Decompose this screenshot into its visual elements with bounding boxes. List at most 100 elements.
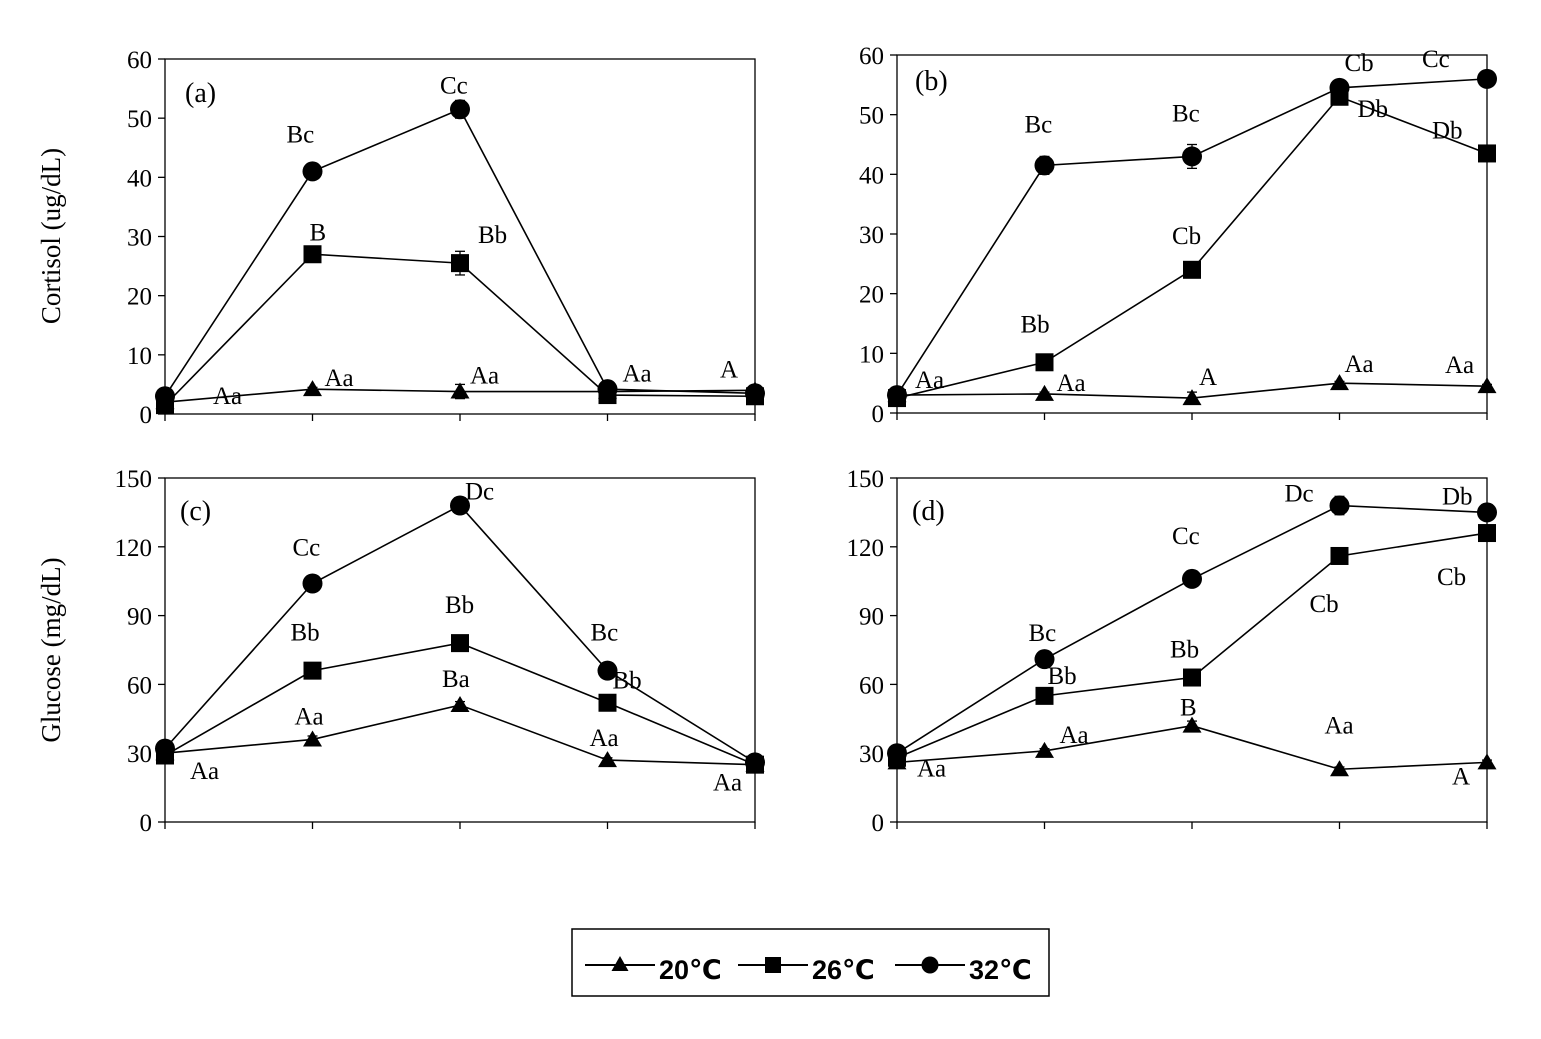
- data-point-circle: [745, 383, 765, 404]
- data-point-circle: [155, 386, 175, 407]
- series-line: [164, 704, 756, 766]
- data-point-triangle: [450, 696, 470, 713]
- data-label: Aa: [1325, 712, 1354, 739]
- data-label: Bb: [1021, 311, 1050, 338]
- data-point-triangle: [303, 380, 322, 397]
- chart-panel-4: 0 30 60 90 120 150 (d) Aa Aa B Aa A Bb Bb Cb Cb Bc Cc Dc Db: [847, 466, 1497, 837]
- y-tick-label: 30: [127, 741, 152, 768]
- y-tick-label: 20: [127, 284, 152, 311]
- data-label: Bc: [1172, 100, 1200, 127]
- y-tick-label: 150: [847, 466, 885, 493]
- data-point-triangle: [1182, 716, 1202, 733]
- data-label: A: [1452, 763, 1470, 790]
- y-tick-label: 60: [127, 672, 152, 699]
- data-point-circle: [597, 660, 618, 681]
- data-label: Aa: [295, 703, 324, 730]
- y-tick-label: 150: [115, 466, 153, 493]
- data-label: Bb: [1048, 663, 1077, 690]
- data-label: B: [310, 219, 327, 246]
- data-point-square: [451, 634, 469, 653]
- y-tick-label: 120: [847, 535, 885, 562]
- data-point-triangle: [1035, 741, 1054, 758]
- y-tick-label: 30: [859, 222, 884, 249]
- data-label: Ba: [442, 666, 470, 693]
- data-label: Dc: [465, 479, 494, 506]
- data-label: Cc: [293, 534, 321, 561]
- panel-label: (d): [912, 496, 945, 527]
- data-point-circle: [887, 743, 907, 764]
- series-triangle: Aa Aa Aa A: [155, 356, 765, 410]
- series-triangle: Aa Aa B Aa A: [887, 695, 1497, 790]
- data-point-triangle: [450, 382, 470, 399]
- data-label: Db: [1442, 483, 1473, 510]
- y-tick-label: 60: [859, 672, 884, 699]
- data-label: Cb: [1345, 50, 1374, 77]
- data-point-circle: [1477, 68, 1497, 89]
- series-line: [164, 253, 756, 406]
- series-circle: Bc Cc: [155, 72, 765, 407]
- data-label: Aa: [623, 361, 652, 388]
- data-label: Aa: [590, 725, 619, 752]
- data-label: Dc: [1285, 481, 1314, 508]
- data-label: Cb: [1172, 223, 1201, 250]
- panel-label: (a): [185, 78, 216, 109]
- series-triangle: Aa Aa Ba Aa Aa: [155, 666, 765, 797]
- y-tick-label: 30: [859, 741, 884, 768]
- data-point-triangle: [598, 751, 617, 768]
- data-label: Bb: [1170, 637, 1199, 664]
- y-tick-label: 0: [872, 401, 885, 428]
- data-point-circle: [302, 161, 323, 182]
- y-tick-label: 40: [859, 162, 884, 189]
- data-point-circle: [1477, 502, 1497, 523]
- y-tick-label: 0: [140, 402, 153, 429]
- data-label: Aa: [190, 758, 219, 785]
- legend-label-26c: 26℃: [812, 955, 875, 985]
- data-point-circle: [302, 573, 323, 594]
- panel-label: (c): [180, 496, 211, 527]
- data-label: Cc: [440, 72, 468, 99]
- data-point-square: [1330, 546, 1349, 565]
- data-label: A: [1199, 364, 1217, 391]
- data-point-circle: [155, 738, 175, 759]
- legend-label-20c: 20℃: [659, 955, 722, 985]
- data-label: Cc: [1422, 46, 1450, 73]
- data-label: Db: [1358, 96, 1389, 123]
- data-label: Aa: [1445, 352, 1474, 379]
- data-label: Aa: [917, 755, 946, 782]
- data-label: Bb: [445, 592, 474, 619]
- series-square: Bb Bb Cb Cb: [888, 524, 1496, 767]
- y-tick-label: 90: [127, 604, 152, 631]
- data-point-triangle: [1477, 377, 1497, 394]
- data-point-circle: [1034, 649, 1055, 670]
- legend-marker-triangle: [611, 956, 629, 971]
- data-label: Aa: [1345, 351, 1374, 378]
- data-label: Aa: [325, 365, 354, 392]
- y-tick-label: 0: [140, 810, 153, 837]
- data-label: Cc: [1172, 523, 1200, 550]
- data-point-circle: [597, 379, 618, 400]
- panel-label: (b): [915, 66, 948, 97]
- data-label: Aa: [470, 363, 499, 390]
- data-point-circle: [1182, 568, 1202, 589]
- data-point-square: [451, 254, 469, 273]
- data-label: Cb: [1437, 564, 1466, 591]
- data-label: B: [1180, 695, 1197, 722]
- data-point-triangle: [1330, 760, 1349, 777]
- data-point-circle: [887, 385, 907, 406]
- y-tick-label: 50: [127, 106, 152, 133]
- data-point-circle: [1329, 495, 1350, 516]
- data-point-square: [1035, 686, 1054, 705]
- data-label: Aa: [1057, 370, 1086, 397]
- y-tick-label: 50: [859, 103, 884, 130]
- data-label: Bb: [478, 222, 507, 249]
- data-point-triangle: [303, 730, 322, 747]
- series-square: Bb Cb Db Db: [888, 87, 1496, 408]
- data-point-square: [1183, 668, 1201, 687]
- data-point-circle: [1034, 155, 1055, 176]
- data-point-triangle: [1477, 753, 1497, 770]
- data-label: Aa: [713, 770, 742, 797]
- series-circle: Bc Cc Dc Db: [887, 481, 1497, 764]
- data-point-square: [1478, 144, 1496, 163]
